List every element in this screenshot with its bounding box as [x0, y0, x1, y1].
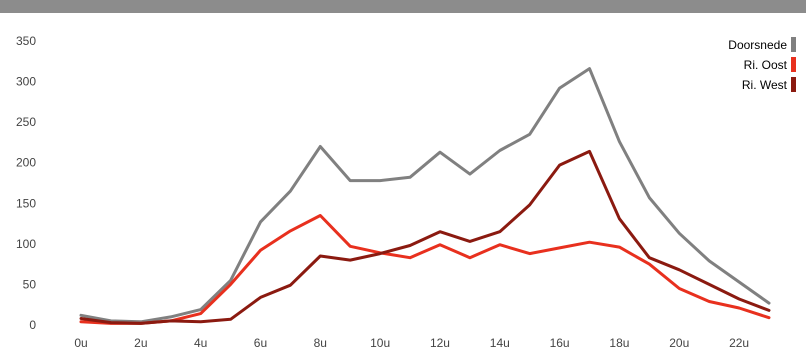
x-axis: 0u 2u 4u 6u 8u 10u 12u 14u 16u 18u 20u 22u	[74, 336, 749, 349]
y-tick-label: 50	[23, 277, 37, 291]
legend: Doorsnede Ri. Oost Ri. West	[728, 37, 796, 92]
x-tick-label: 8u	[314, 336, 327, 349]
y-axis: 0 50 100 150 200 250 300 350	[16, 34, 36, 332]
y-tick-label: 350	[16, 34, 36, 48]
series-line-ri-oost	[79, 214, 771, 325]
y-tick-label: 250	[16, 115, 36, 129]
x-tick-label: 20u	[669, 336, 689, 349]
legend-swatch	[791, 37, 796, 52]
y-tick-label: 100	[16, 237, 36, 251]
x-tick-label: 22u	[729, 336, 749, 349]
y-tick-label: 0	[29, 318, 36, 332]
x-tick-label: 16u	[550, 336, 570, 349]
legend-swatch	[791, 57, 796, 72]
x-tick-label: 0u	[74, 336, 87, 349]
y-tick-label: 200	[16, 156, 36, 170]
series-line-ri-west	[79, 149, 771, 325]
y-tick-label: 150	[16, 196, 36, 210]
legend-swatch	[791, 77, 796, 92]
x-tick-label: 6u	[254, 336, 267, 349]
x-tick-label: 10u	[370, 336, 390, 349]
x-tick-label: 18u	[609, 336, 629, 349]
x-tick-label: 12u	[430, 336, 450, 349]
x-tick-label: 14u	[490, 336, 510, 349]
x-tick-label: 2u	[134, 336, 147, 349]
legend-label: Doorsnede	[728, 38, 787, 52]
header-bar	[0, 0, 806, 13]
series-lines	[79, 67, 771, 325]
x-tick-label: 4u	[194, 336, 207, 349]
legend-label: Ri. West	[742, 78, 788, 92]
series-line-doorsnede	[79, 67, 771, 324]
y-tick-label: 300	[16, 75, 36, 89]
legend-label: Ri. Oost	[744, 58, 788, 72]
